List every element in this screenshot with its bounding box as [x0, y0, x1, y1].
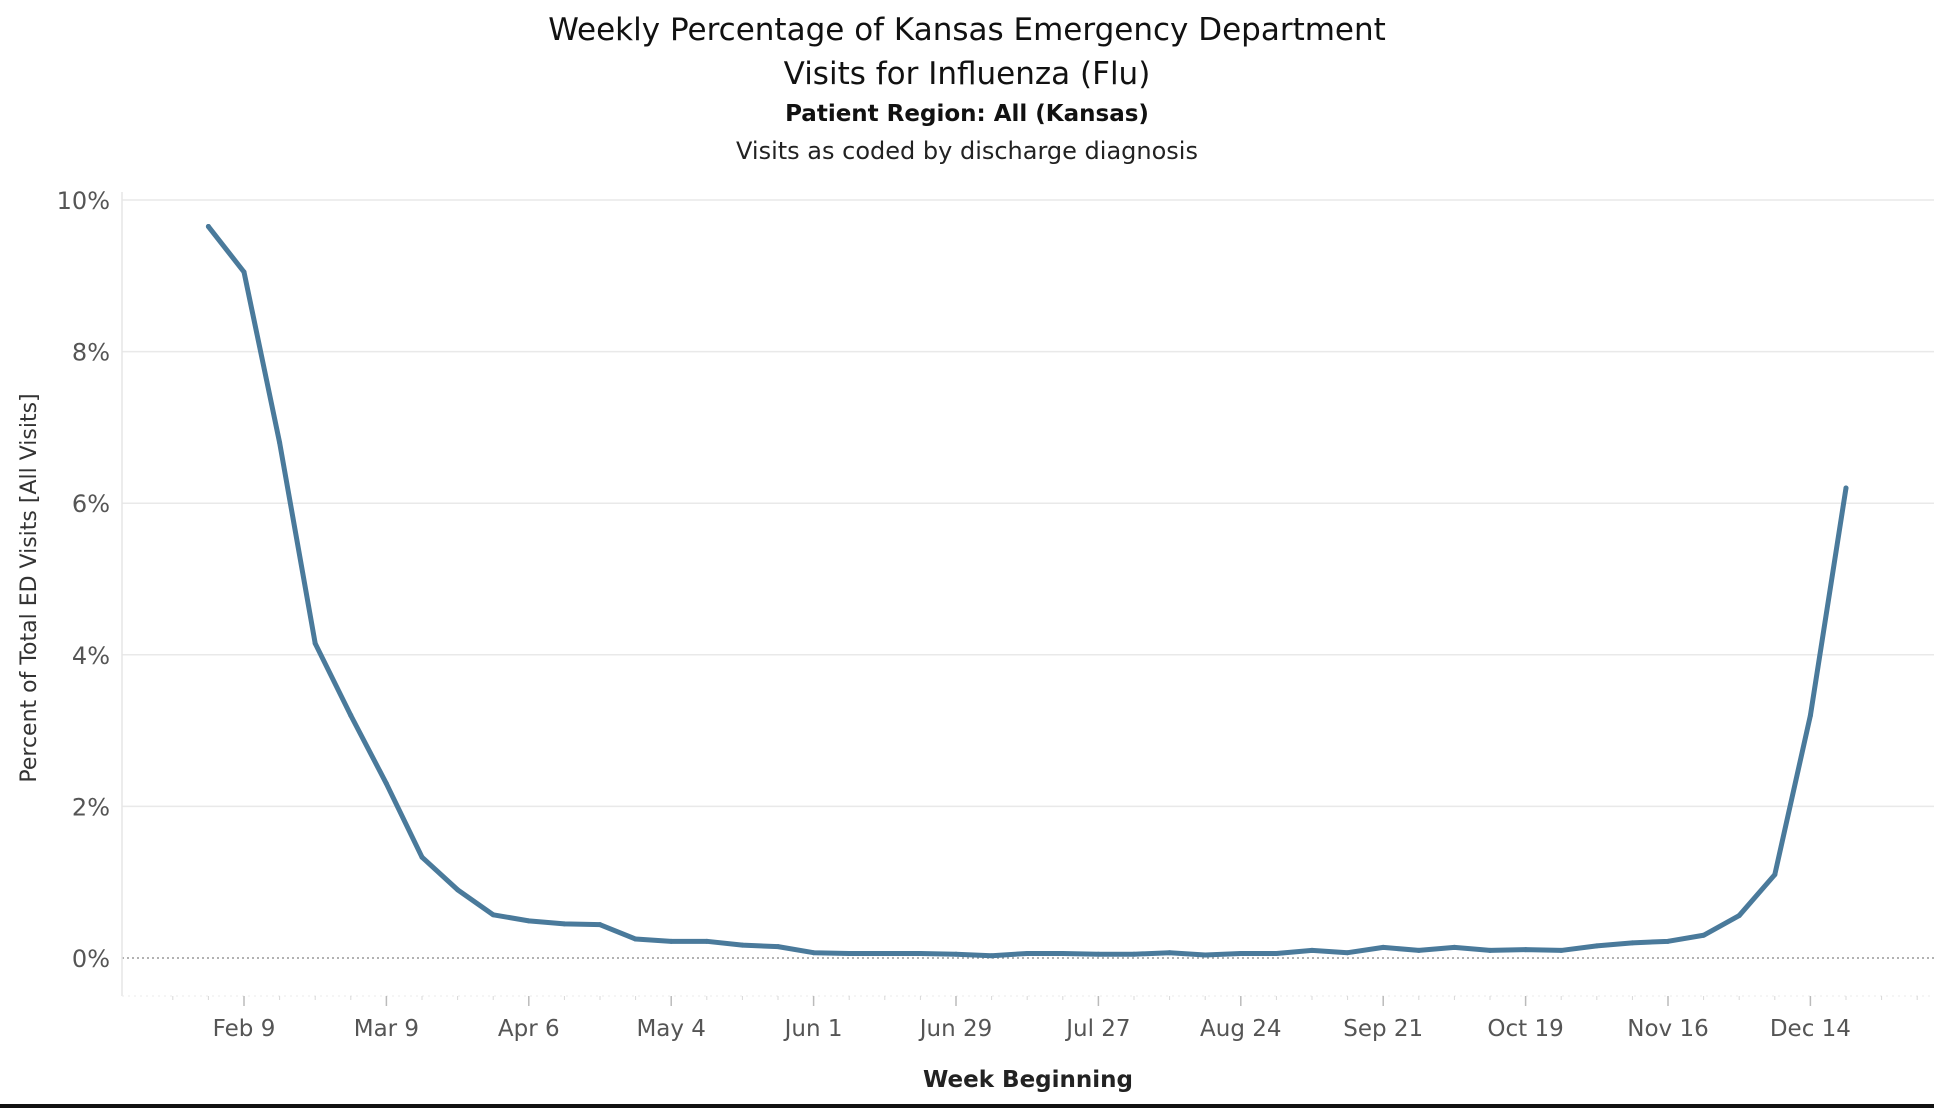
data-point [739, 942, 745, 948]
x-tick-label-11: Dec 14 [1770, 1016, 1851, 1042]
chart-titles: Weekly Percentage of Kansas Emergency De… [0, 0, 1934, 170]
data-point [1380, 944, 1386, 950]
data-point [775, 944, 781, 950]
x-tick-label-7: Aug 24 [1200, 1016, 1282, 1042]
x-tick-label-6: Jul 27 [1064, 1016, 1130, 1042]
x-tick-label-5: Jun 29 [918, 1016, 993, 1042]
data-point [1451, 944, 1457, 950]
data-point [704, 938, 710, 944]
data-point [1273, 950, 1279, 956]
x-tick-label-1: Mar 9 [354, 1016, 419, 1042]
chart-subtitle: Patient Region: All (Kansas) [785, 101, 1149, 127]
data-point [1131, 951, 1137, 957]
y-tick-label-2: 4% [72, 642, 110, 670]
data-point [490, 912, 496, 918]
x-tick-label-3: May 4 [636, 1016, 706, 1042]
data-point [1736, 913, 1742, 919]
data-point [1701, 932, 1707, 938]
data-point [526, 918, 532, 924]
data-point [1238, 950, 1244, 956]
bottom-border [0, 1104, 1934, 1108]
data-point [633, 936, 639, 942]
data-point [1629, 940, 1635, 946]
data-point [241, 269, 247, 275]
y-axis-label: Percent of Total ED Visits [All Visits] [17, 393, 42, 782]
x-tick-label-9: Oct 19 [1487, 1016, 1563, 1042]
data-point [1167, 950, 1173, 956]
data-point [1202, 952, 1208, 958]
data-point [205, 224, 211, 230]
x-tick-label-2: Apr 6 [498, 1016, 560, 1042]
data-point [348, 712, 354, 718]
data-point [1807, 712, 1813, 718]
tick-labels: 0% 2% 4% 6% 8% 10% Feb 9 Mar 9 Apr 6 May 4 Jun 1 Ju… [57, 187, 1851, 1042]
data-point [1416, 947, 1422, 953]
data-point [1487, 947, 1493, 953]
chart-title-line-1: Weekly Percentage of Kansas Emergency De… [548, 12, 1386, 48]
data-point [561, 921, 567, 927]
data-point [312, 640, 318, 646]
axes [121, 192, 1934, 1006]
y-tick-label-3: 6% [72, 490, 110, 518]
gridlines [122, 199, 1934, 808]
x-axis-label: Week Beginning [923, 1067, 1133, 1093]
x-tick-label-4: Jun 1 [783, 1016, 843, 1042]
data-point [455, 887, 461, 893]
data-point [882, 950, 888, 956]
data-point [1772, 872, 1778, 878]
data-point [953, 951, 959, 957]
data-point [1309, 947, 1315, 953]
data-point [383, 781, 389, 787]
y-tick-label-5: 10% [57, 187, 110, 215]
data-point [1024, 950, 1030, 956]
data-point [1095, 951, 1101, 957]
series [205, 224, 1849, 959]
data-point [277, 440, 283, 446]
data-point [989, 953, 995, 959]
y-tick-label-4: 8% [72, 339, 110, 367]
data-point [1843, 485, 1849, 491]
x-tick-label-8: Sep 21 [1343, 1016, 1423, 1042]
data-point [846, 950, 852, 956]
data-point [1594, 943, 1600, 949]
data-point [1523, 947, 1529, 953]
data-point [1060, 950, 1066, 956]
y-tick-label-1: 2% [72, 793, 110, 821]
data-point [668, 938, 674, 944]
data-point [419, 854, 425, 860]
data-point [1345, 950, 1351, 956]
chart-title-line-2: Visits for Influenza (Flu) [783, 56, 1151, 92]
chart-note: Visits as coded by discharge diagnosis [736, 137, 1198, 165]
x-tick-label-0: Feb 9 [213, 1016, 276, 1042]
y-tick-label-0: 0% [72, 945, 110, 973]
data-point [917, 950, 923, 956]
data-point [597, 922, 603, 928]
series-line-0 [205, 224, 1849, 959]
data-point [811, 950, 817, 956]
x-tick-label-10: Nov 16 [1627, 1016, 1708, 1042]
data-point [1665, 938, 1671, 944]
data-point [1558, 947, 1564, 953]
